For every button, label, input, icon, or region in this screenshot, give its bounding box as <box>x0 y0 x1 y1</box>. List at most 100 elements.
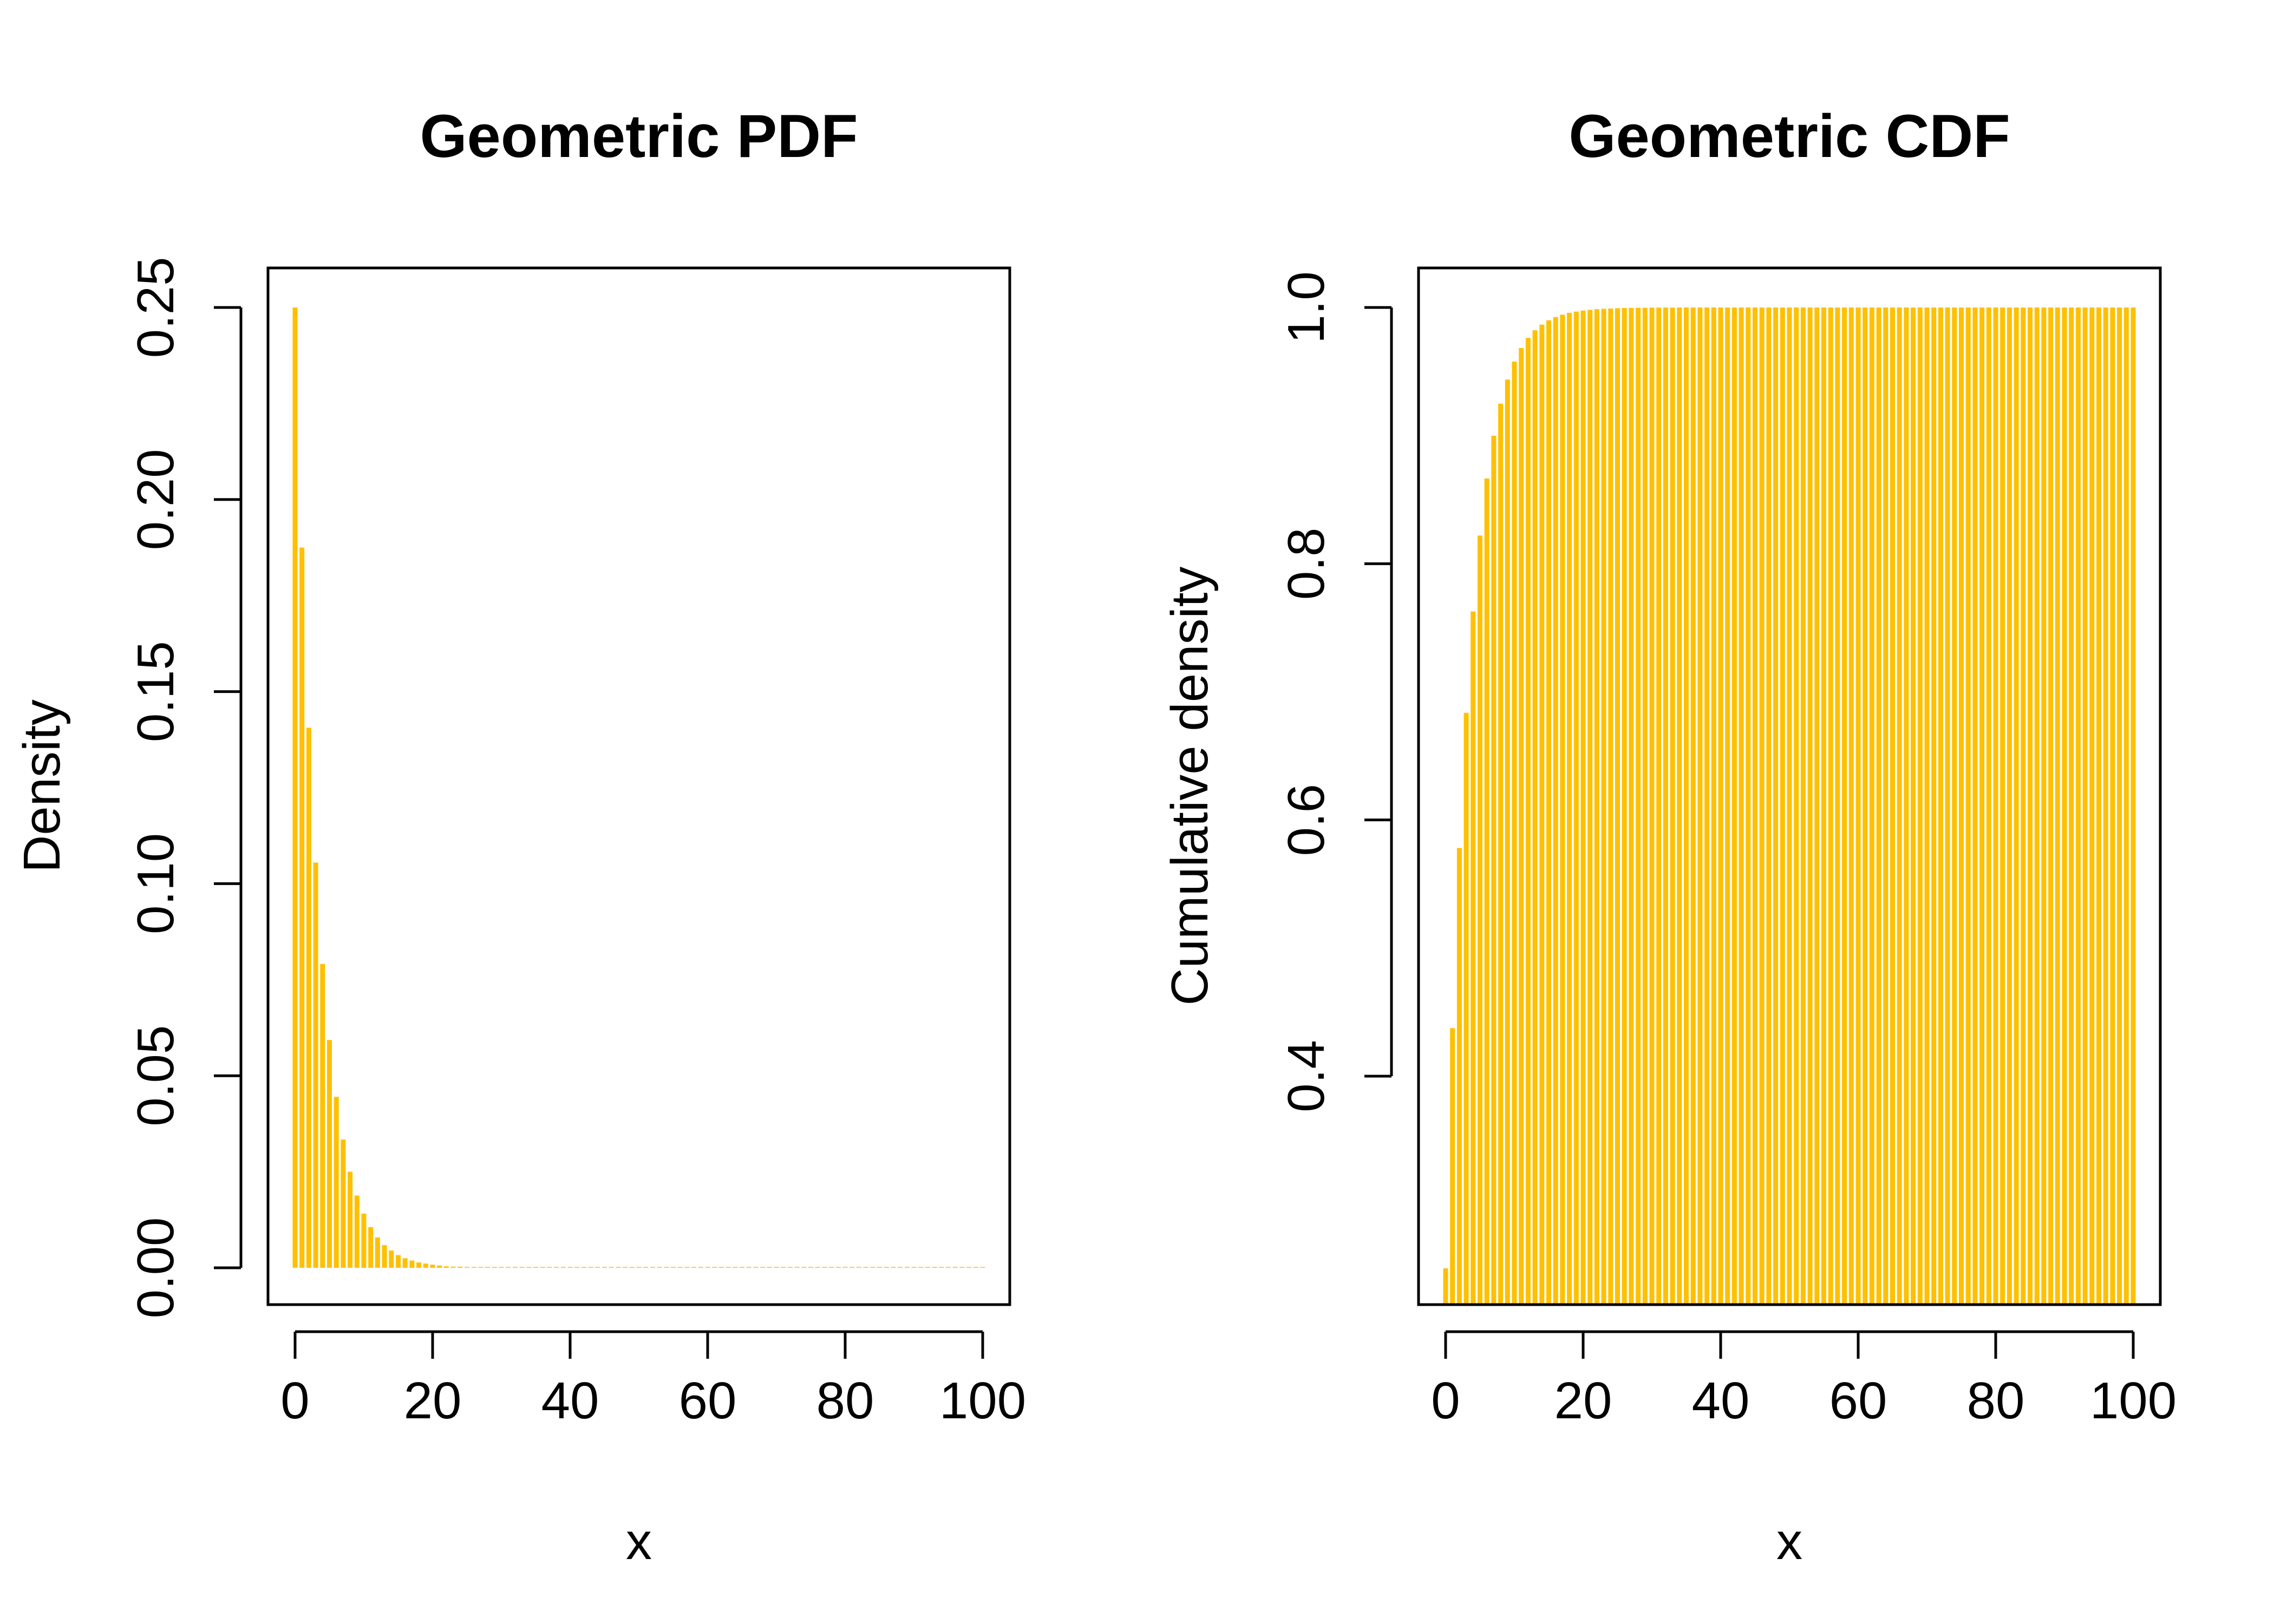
pdf-bars <box>292 307 985 1268</box>
cdf-bar <box>1794 307 1799 1305</box>
cdf-bar <box>2021 307 2026 1305</box>
cdf-bar <box>1814 307 1820 1305</box>
cdf-bar <box>1456 848 1462 1305</box>
pdf-bar <box>781 1267 786 1268</box>
pdf-bar <box>299 547 305 1268</box>
cdf-bar <box>2075 307 2081 1305</box>
cdf-bar <box>1835 307 1840 1305</box>
pdf-bar <box>306 728 311 1268</box>
pdf-y-tick-label: 0.15 <box>127 641 185 742</box>
cdf-bar <box>2034 307 2040 1305</box>
cdf-bar <box>1821 307 1826 1305</box>
cdf-y-tick-label: 0.4 <box>1277 1040 1335 1112</box>
cdf-bar <box>1876 307 1881 1305</box>
cdf-bar <box>1505 379 1510 1305</box>
pdf-bar <box>939 1267 944 1268</box>
pdf-bar <box>753 1267 759 1268</box>
cdf-bar <box>1553 317 1558 1305</box>
cdf-x-tick-label: 40 <box>1692 1372 1750 1430</box>
pdf-bar <box>760 1267 766 1268</box>
pdf-bar <box>416 1262 422 1268</box>
cdf-bar <box>1580 310 1586 1305</box>
pdf-bar <box>368 1227 374 1268</box>
pdf-bar <box>485 1267 491 1268</box>
cdf-bar <box>1773 307 1779 1305</box>
pdf-bar <box>450 1266 456 1268</box>
pdf-bar <box>952 1267 958 1268</box>
cdf-bar <box>2014 307 2019 1305</box>
pdf-bar <box>664 1267 669 1268</box>
cdf-bar <box>1539 324 1545 1305</box>
cdf-bar <box>1855 307 1861 1305</box>
pdf-bar <box>402 1258 408 1268</box>
pdf-bar <box>898 1267 903 1268</box>
pdf-y-axis: 0.00 0.05 0.10 0.15 0.20 0.25 <box>127 257 243 1318</box>
pdf-y-tick-label: 0.25 <box>127 257 185 358</box>
cdf-bar <box>1986 307 1991 1305</box>
pdf-bar <box>925 1267 930 1268</box>
pdf-bar <box>465 1267 469 1268</box>
cdf-bar <box>1924 307 1930 1305</box>
cdf-bar <box>1525 338 1531 1305</box>
cdf-bar <box>1917 307 1923 1305</box>
pdf-y-tick-label: 0.10 <box>127 833 185 934</box>
pdf-bar <box>946 1267 951 1268</box>
pdf-bar <box>740 1267 744 1268</box>
pdf-bar <box>409 1260 415 1268</box>
pdf-bar <box>560 1267 566 1268</box>
pdf-y-tick-label: 0.05 <box>127 1025 185 1127</box>
cdf-bar <box>1972 307 1978 1305</box>
pdf-bar <box>691 1267 697 1268</box>
pdf-bar <box>911 1267 917 1268</box>
cdf-bar <box>1498 403 1504 1305</box>
pdf-bar <box>712 1267 717 1268</box>
cdf-bar <box>1800 307 1806 1305</box>
pdf-bar <box>609 1267 614 1268</box>
pdf-bar <box>835 1267 841 1268</box>
cdf-bar <box>2007 307 2012 1305</box>
pdf-bar <box>794 1267 800 1268</box>
pdf-bar <box>389 1250 394 1268</box>
cdf-bar <box>2062 307 2067 1305</box>
cdf-bar <box>1629 307 1634 1305</box>
cdf-bar <box>1573 311 1579 1305</box>
cdf-bar <box>1636 307 1641 1305</box>
pdf-bar <box>320 964 325 1268</box>
cdf-bar <box>1484 478 1489 1305</box>
pdf-bar <box>822 1267 827 1268</box>
cdf-bar <box>1993 307 1998 1305</box>
pdf-bar <box>574 1267 580 1268</box>
pdf-bar <box>526 1267 532 1268</box>
cdf-bar <box>1656 307 1662 1305</box>
pdf-bar <box>478 1267 483 1268</box>
pdf-bar <box>423 1263 428 1268</box>
pdf-bar <box>671 1267 676 1268</box>
cdf-bar <box>1697 307 1703 1305</box>
cdf-bar <box>1649 307 1655 1305</box>
pdf-bar <box>313 862 318 1268</box>
cdf-bar <box>1587 310 1593 1305</box>
pdf-bar <box>458 1266 463 1268</box>
cdf-bar <box>1842 307 1847 1305</box>
pdf-bar <box>918 1267 924 1268</box>
cdf-x-tick-label: 80 <box>1967 1372 2025 1430</box>
cdf-bar <box>2089 307 2095 1305</box>
cdf-bar <box>2048 307 2054 1305</box>
cdf-bar <box>1718 307 1723 1305</box>
pdf-bar <box>684 1267 690 1268</box>
pdf-bar <box>856 1267 861 1268</box>
pdf-bar <box>677 1267 683 1268</box>
cdf-bar <box>2028 307 2033 1305</box>
cdf-y-axis: 0.4 0.6 0.8 1.0 <box>1277 271 1393 1112</box>
pdf-bar <box>966 1267 972 1268</box>
pdf-bar <box>657 1267 662 1268</box>
pdf-bar <box>334 1097 339 1268</box>
pdf-x-tick-label: 100 <box>939 1372 1026 1430</box>
cdf-x-tick-label: 20 <box>1554 1372 1612 1430</box>
pdf-bar <box>499 1267 504 1268</box>
cdf-bar <box>1897 307 1902 1305</box>
cdf-plot-frame <box>1417 266 2162 1306</box>
pdf-bar <box>375 1237 380 1268</box>
cdf-bar <box>1931 307 1937 1305</box>
cdf-x-axis: 0 20 40 60 80 100 <box>1431 1330 2177 1430</box>
